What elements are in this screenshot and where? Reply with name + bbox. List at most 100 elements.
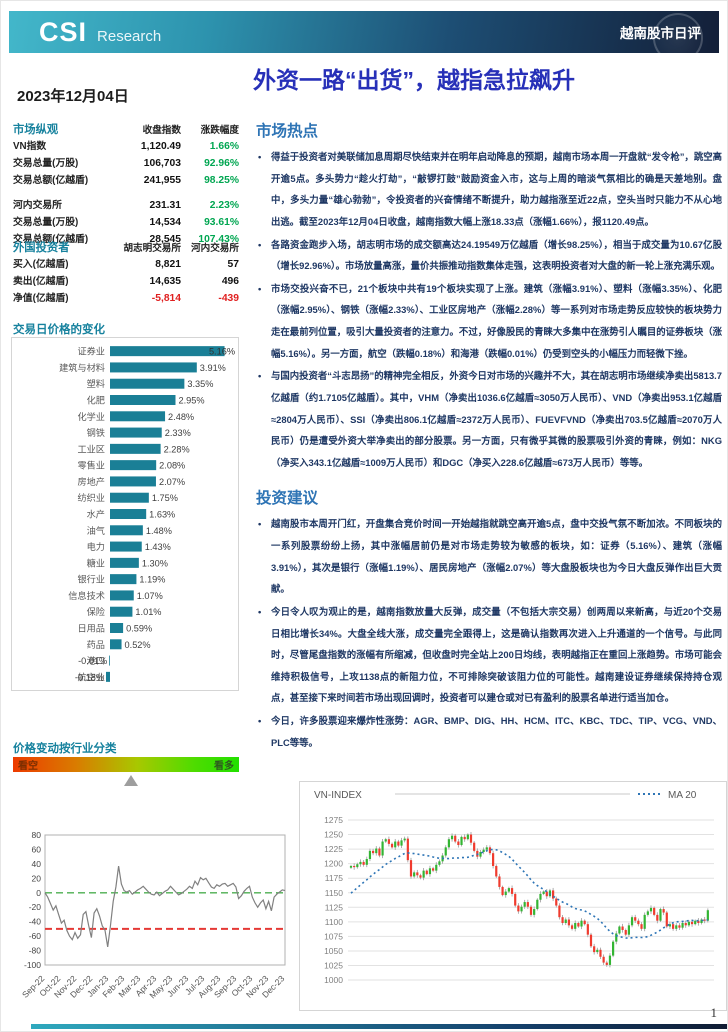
table-row: 交易总量(万股) 14,534 93.61% [13,217,239,228]
svg-text:保险: 保险 [87,606,105,617]
report-type-label: 越南股市日评 [620,26,701,41]
table-row: 买入(亿越盾) 8,821 57 [13,259,239,270]
svg-text:1150: 1150 [325,888,344,898]
svg-text:信息技术: 信息技术 [68,590,105,601]
footer-bar [31,1024,727,1029]
svg-text:-60: -60 [29,931,42,941]
svg-text:2.08%: 2.08% [159,461,185,471]
vnindex-chart-panel: VN-INDEX MA 20 1275 1250 1225 1200 1175 1150 112… [299,781,727,1011]
sector-bar-chart-svg: 证券业 5.16% 建筑与材料 3.91% 塑料 3.35% 化肥 2.95% 化学业 2.48%… [59,346,235,683]
svg-text:1.01%: 1.01% [135,607,161,617]
svg-text:药品: 药品 [87,640,105,650]
svg-text:-0.18%: -0.18% [75,672,104,682]
svg-text:1200: 1200 [324,859,343,869]
bullet-item: 今日，许多股票迎来爆炸性涨势：AGR、BMP、DIG、HH、HCM、ITC、KB… [256,710,722,753]
svg-text:2.33%: 2.33% [165,428,191,438]
table-row: 交易总量(万股) 106,703 92.96% [13,158,239,169]
svg-text:1.43%: 1.43% [145,542,171,552]
market-overview-table: 市场纵观 收盘指数 涨跌幅度 VN指数 1,120.49 1.66% 交易总量(万股) 106… [13,121,239,248]
sentiment-gauge: 看空 看多 [13,757,239,772]
svg-text:电力: 电力 [87,541,105,552]
bullet-item: 与国内投资者“斗志昂扬”的精神完全相反，外资今日对市场的兴趣并不大，其在胡志明市… [256,365,722,473]
svg-text:航空业: 航空业 [77,671,105,682]
svg-text:1.75%: 1.75% [152,493,178,503]
report-body: 市场热点 得益于投资者对美联储加息周期尽快结束并在明年启动降息的预期，越南市场本… [256,119,722,754]
sector-change-chart: 证券业 5.16% 建筑与材料 3.91% 塑料 3.35% 化肥 2.95% 化学业 2.48%… [11,337,239,691]
svg-text:2.48%: 2.48% [168,412,194,422]
svg-text:20: 20 [32,873,42,883]
bullet-item: 越南股市本周开门红，开盘集合竞价时间一开始越指就跳空高开逾5点，盘中交投气氛不断… [256,513,722,600]
sentiment-marker-icon [123,775,138,786]
svg-text:2.28%: 2.28% [164,444,190,454]
table-row: VN指数 1,120.49 1.66% [13,141,239,152]
svg-text:-80: -80 [29,946,42,956]
svg-text:1.48%: 1.48% [146,526,172,536]
bullet-item: 得益于投资者对美联储加息周期尽快结束并在明年启动降息的预期，越南市场本周一开盘就… [256,146,722,233]
svg-text:-0.01%: -0.01% [78,656,107,666]
bearish-label: 看空 [18,761,38,772]
svg-text:1075: 1075 [324,931,343,941]
svg-text:零售业: 零售业 [77,460,105,471]
investment-advice-bullets: 越南股市本周开门红，开盘集合竞价时间一开始越指就跳空高开逾5点，盘中交投气氛不断… [256,513,722,753]
table-header-row: 市场纵观 收盘指数 涨跌幅度 [13,124,239,136]
svg-text:VN-INDEX: VN-INDEX [314,790,362,801]
bullet-item: 市场交投兴奋不已，21个板块中共有19个板块实现了上涨。建筑（涨幅3.91%）、… [256,278,722,365]
svg-text:2.07%: 2.07% [159,477,185,487]
svg-text:1225: 1225 [324,844,343,854]
svg-text:1275: 1275 [324,815,343,825]
sentiment-heading: 价格变动按行业分类 [13,743,117,755]
bullet-item: 今日令人叹为观止的是，越南指数放量大反弹，成交量（不包括大宗交易）创两周以来新高… [256,601,722,709]
svg-text:MA 20: MA 20 [668,790,697,801]
svg-text:银行业: 银行业 [77,574,105,585]
bullish-label: 看多 [214,761,234,772]
svg-text:1050: 1050 [324,946,343,956]
bullet-item: 各路资金跑步入场，胡志明市场的成交额高达24.19549万亿越盾（增长98.25… [256,234,722,277]
svg-text:水产: 水产 [87,509,105,520]
svg-text:0.52%: 0.52% [125,640,151,650]
svg-text:1000: 1000 [324,975,343,985]
sector-chart-heading: 交易日价格的变化 [13,324,105,336]
investment-advice-heading: 投资建议 [256,490,319,508]
report-date: 2023年12月04日 [17,88,129,105]
svg-text:工业区: 工业区 [77,444,105,454]
table-row: 河内交易所 231.31 2.23% [13,200,239,211]
svg-text:60: 60 [32,844,42,854]
vnindex-candlestick-chart: VN-INDEX MA 20 1275 1250 1225 1200 1175 1150 112… [314,790,714,985]
brand-logo: CSI [39,16,88,47]
svg-text:1.07%: 1.07% [137,591,163,601]
globe-watermark-icon [653,13,703,53]
svg-text:1.19%: 1.19% [139,575,165,585]
report-title: 外资一路“出货”，越指急拉飙升 [253,67,575,93]
svg-text:0: 0 [36,888,41,898]
table-row: 交易总额(亿越盾) 28,545 107.43% [13,234,239,245]
svg-text:房地产: 房地产 [77,476,105,487]
market-highlights-bullets: 得益于投资者对美联储加息周期尽快结束并在明年启动降息的预期，越南市场本周一开盘就… [256,146,722,473]
svg-text:化肥: 化肥 [87,395,105,406]
svg-text:-20: -20 [29,902,42,912]
table-row: 卖出(亿越盾) 14,635 496 [13,276,239,287]
svg-text:1125: 1125 [325,902,344,912]
svg-text:-100: -100 [24,960,41,970]
svg-text:40: 40 [32,859,42,869]
svg-text:塑料: 塑料 [87,378,105,389]
svg-text:1.63%: 1.63% [149,510,175,520]
svg-text:1.30%: 1.30% [142,558,168,568]
svg-text:建筑与材料: 建筑与材料 [59,362,105,373]
svg-text:1025: 1025 [324,961,343,971]
svg-text:1250: 1250 [324,830,343,840]
svg-text:80: 80 [32,830,42,840]
table-row: 净值(亿越盾) -5,814 -439 [13,293,239,304]
svg-text:油气: 油气 [87,525,105,536]
foreign-investors-table: 外国投资者 胡志明交易所 河内交易所 买入(亿越盾) 8,821 57 卖出(亿越盾) 14,… [13,239,239,307]
svg-text:2.95%: 2.95% [178,396,204,406]
table-header-row: 外国投资者 胡志明交易所 河内交易所 [13,242,239,254]
net-flow-line-chart: 806040200-20-40-60-80-100Sep-22Oct-22Nov… [20,830,287,1000]
svg-text:5.16%: 5.16% [209,347,235,357]
svg-text:3.91%: 3.91% [200,363,226,373]
svg-text:日用品: 日用品 [77,624,105,634]
svg-text:0.59%: 0.59% [126,624,152,634]
header-banner: CSI Research 越南股市日评 [9,11,719,53]
svg-text:1175: 1175 [325,873,344,883]
svg-text:-40: -40 [29,917,42,927]
